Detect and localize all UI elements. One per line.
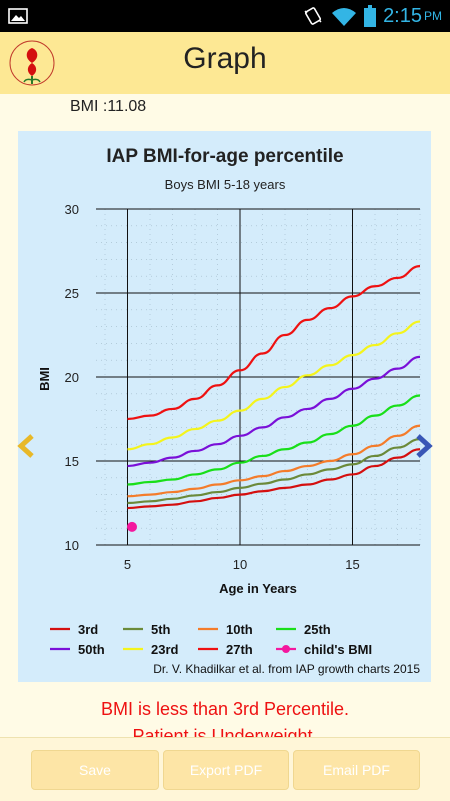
chart-title: IAP BMI-for-age percentile (106, 146, 343, 167)
vibrate-icon (304, 7, 322, 25)
x-tick-label: 10 (233, 557, 247, 572)
y-tick-label: 10 (65, 538, 79, 553)
legend-label-3rd: 3rd (78, 622, 98, 637)
y-tick-label: 15 (65, 454, 79, 469)
status-bar: 2:15 PM (0, 0, 450, 32)
status-right: 2:15 PM (302, 0, 442, 32)
bottom-action-bar: Save Export PDF Email PDF (0, 737, 450, 801)
legend-label-50th: 50th (78, 642, 105, 657)
image-icon (8, 8, 28, 24)
series-line-25th (127, 394, 421, 486)
chart-subtitle: Boys BMI 5-18 years (165, 177, 286, 192)
battery-icon (364, 5, 377, 27)
bmi-chart-panel: IAP BMI-for-age percentile Boys BMI 5-18… (18, 131, 431, 682)
wifi-icon (332, 8, 357, 26)
next-chart-arrow-icon[interactable] (412, 432, 436, 460)
previous-chart-arrow-icon[interactable] (14, 432, 38, 460)
chart-grid (96, 208, 421, 546)
series-line-50th (127, 355, 421, 468)
chart-ticks: 5 10 15 10 15 20 25 30 (65, 202, 360, 572)
x-axis-label: Age in Years (219, 581, 297, 596)
status-ampm: PM (424, 9, 442, 23)
legend-marker-child-bmi (282, 645, 290, 653)
email-pdf-button[interactable]: Email PDF (293, 750, 420, 790)
status-time: 2:15 (383, 4, 422, 27)
legend-label-23rd: 23rd (151, 642, 179, 657)
bmi-chart: IAP BMI-for-age percentile Boys BMI 5-18… (37, 146, 421, 676)
bmi-status-message: BMI is less than 3rd Percentile. (100, 699, 350, 719)
child-bmi-point (127, 521, 137, 532)
legend-label-child's BMI: child's BMI (304, 642, 372, 657)
app-bar: Graph (0, 32, 450, 94)
chart-source-note: Dr. V. Khadilkar et al. from IAP growth … (153, 662, 420, 676)
legend-label-5th: 5th (151, 622, 171, 637)
series-line-5th (127, 438, 421, 505)
x-tick-label: 5 (124, 557, 131, 572)
chart-legend: 3rd 5th 10th 25th 50th 23rd 27th child's BMI (50, 622, 372, 657)
series-line-23rd (127, 320, 421, 451)
series-line-10th (127, 424, 421, 498)
y-tick-label: 25 (65, 286, 79, 301)
series-line-3rd (127, 448, 421, 510)
x-tick-label: 15 (345, 557, 359, 572)
save-button[interactable]: Save (31, 750, 159, 790)
legend-label-25th: 25th (304, 622, 331, 637)
page-title: Graph (183, 42, 267, 75)
iap-logo[interactable] (6, 36, 58, 90)
legend-label-27th: 27th (226, 642, 253, 657)
bmi-value-label: BMI :11.08 (70, 98, 147, 115)
y-tick-label: 30 (65, 202, 79, 217)
legend-label-10th: 10th (226, 622, 253, 637)
export-pdf-button[interactable]: Export PDF (163, 750, 289, 790)
chart-series (127, 265, 421, 532)
y-tick-label: 20 (65, 370, 79, 385)
y-axis-label: BMI (37, 367, 52, 391)
series-line-27th (127, 265, 421, 421)
